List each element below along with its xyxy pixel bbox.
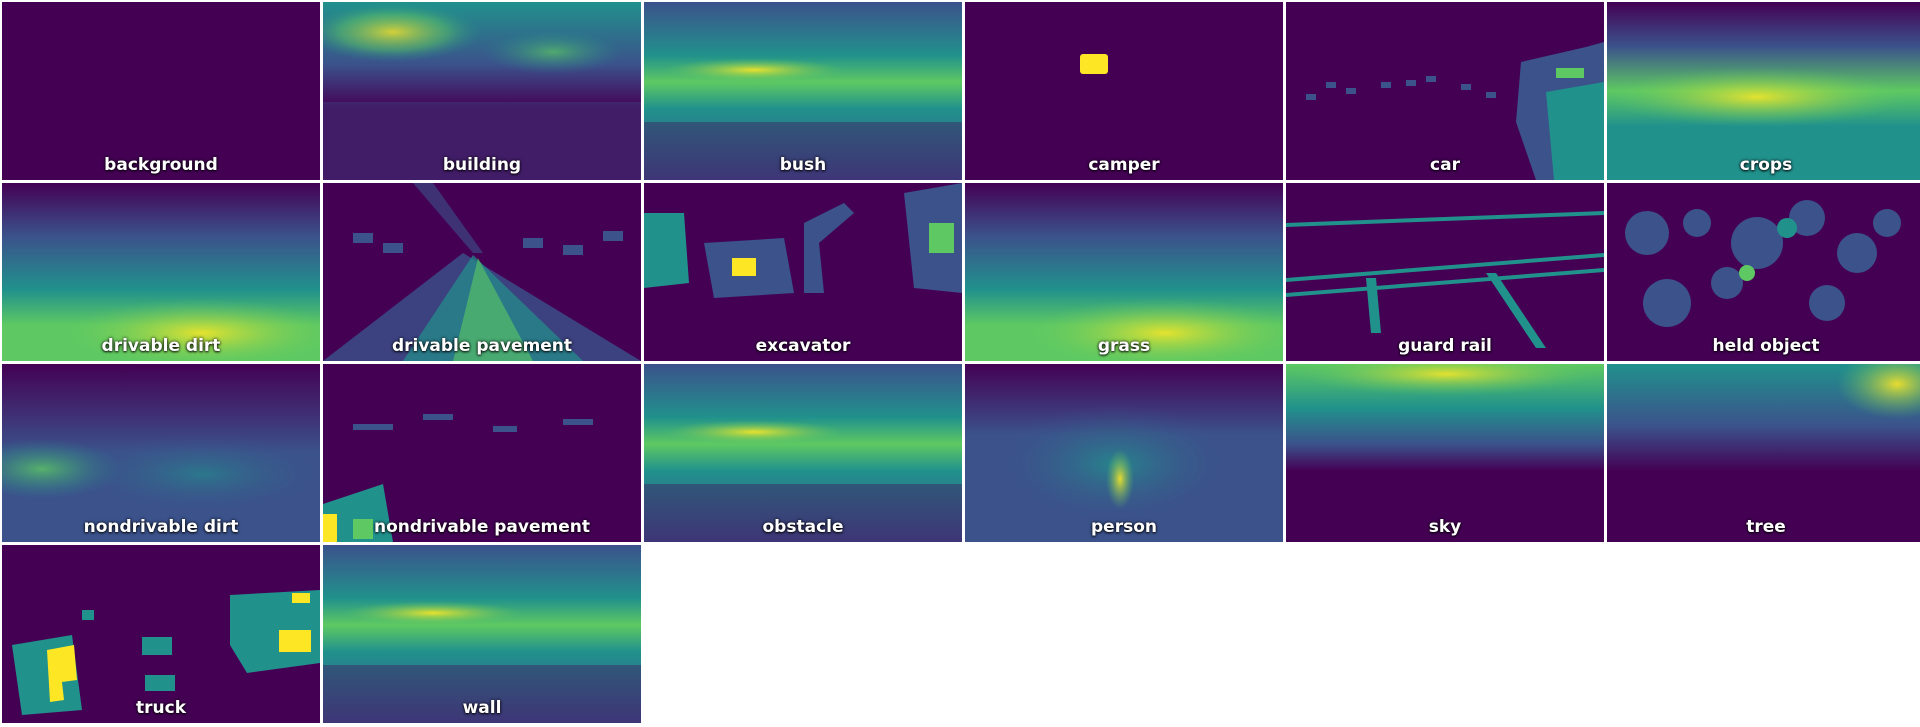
tile-label: guard rail [1398, 336, 1492, 356]
tile-label: background [104, 155, 218, 175]
heatmap-image [1306, 42, 1604, 180]
heatmap-image [323, 545, 641, 723]
heatmap-tile-truck: truck [2, 545, 320, 723]
tile-label: nondrivable dirt [83, 517, 239, 537]
tile-label: car [1430, 155, 1460, 175]
tile-label: excavator [755, 336, 851, 356]
heatmap-image [2, 364, 320, 542]
tile-label: truck [136, 698, 186, 718]
heatmap-tile-nondrivable-dirt: nondrivable dirt [2, 364, 320, 542]
heatmap-tile-drivable-pavement: drivable pavement [323, 183, 641, 361]
heatmap-tile-sky: sky [1286, 364, 1604, 542]
heatmap-tile-wall: wall [323, 545, 641, 723]
heatmap-image [1607, 2, 1920, 180]
heatmap-image [323, 364, 641, 542]
tile-label: obstacle [762, 517, 844, 537]
heatmap-tile-crops: crops [1607, 2, 1920, 180]
heatmap-tile-held-object: held object [1607, 183, 1920, 361]
heatmap-image [644, 2, 962, 180]
heatmap-image [1607, 183, 1920, 361]
heatmap-image [1286, 183, 1604, 361]
heatmap-tile-car: car [1286, 2, 1604, 180]
heatmap-tile-nondrivable-pavement: nondrivable pavement [323, 364, 641, 542]
heatmap-tile-background: background [2, 2, 320, 180]
heatmap-image [965, 364, 1283, 542]
tile-label: bush [779, 155, 827, 175]
tile-label: crops [1739, 155, 1793, 175]
heatmap-image [1607, 364, 1920, 542]
tile-label: camper [1088, 155, 1160, 175]
heatmap-image [2, 2, 320, 180]
heatmap-tile-guard-rail: guard rail [1286, 183, 1604, 361]
heatmap-tile-camper: camper [965, 2, 1283, 180]
heatmap-tile-person: person [965, 364, 1283, 542]
heatmap-tile-bush: bush [644, 2, 962, 180]
heatmap-tile-drivable-dirt: drivable dirt [2, 183, 320, 361]
tile-label: nondrivable pavement [374, 517, 590, 537]
heatmap-image [323, 183, 641, 361]
tile-label: grass [1097, 336, 1151, 356]
tile-label: sky [1428, 517, 1462, 537]
heatmap-image [644, 183, 962, 361]
heatmap-image [965, 183, 1283, 361]
tile-label: drivable dirt [101, 336, 221, 356]
heatmap-image [2, 545, 320, 723]
heatmap-image [1080, 54, 1108, 74]
heatmap-tile-grass: grass [965, 183, 1283, 361]
tile-label: wall [462, 698, 502, 718]
tile-label: drivable pavement [391, 336, 573, 356]
heatmap-tile-obstacle: obstacle [644, 364, 962, 542]
heatmap-image [2, 183, 320, 361]
heatmap-image [323, 2, 641, 180]
heatmap-image [1286, 364, 1604, 542]
tile-label: person [1091, 517, 1157, 537]
tile-label: tree [1746, 517, 1786, 537]
tile-label: held object [1712, 336, 1820, 356]
heatmap-tile-excavator: excavator [644, 183, 962, 361]
heatmap-tile-building: building [323, 2, 641, 180]
heatmap-tile-tree: tree [1607, 364, 1920, 542]
heatmap-image [644, 364, 962, 542]
tile-label: building [442, 155, 522, 175]
